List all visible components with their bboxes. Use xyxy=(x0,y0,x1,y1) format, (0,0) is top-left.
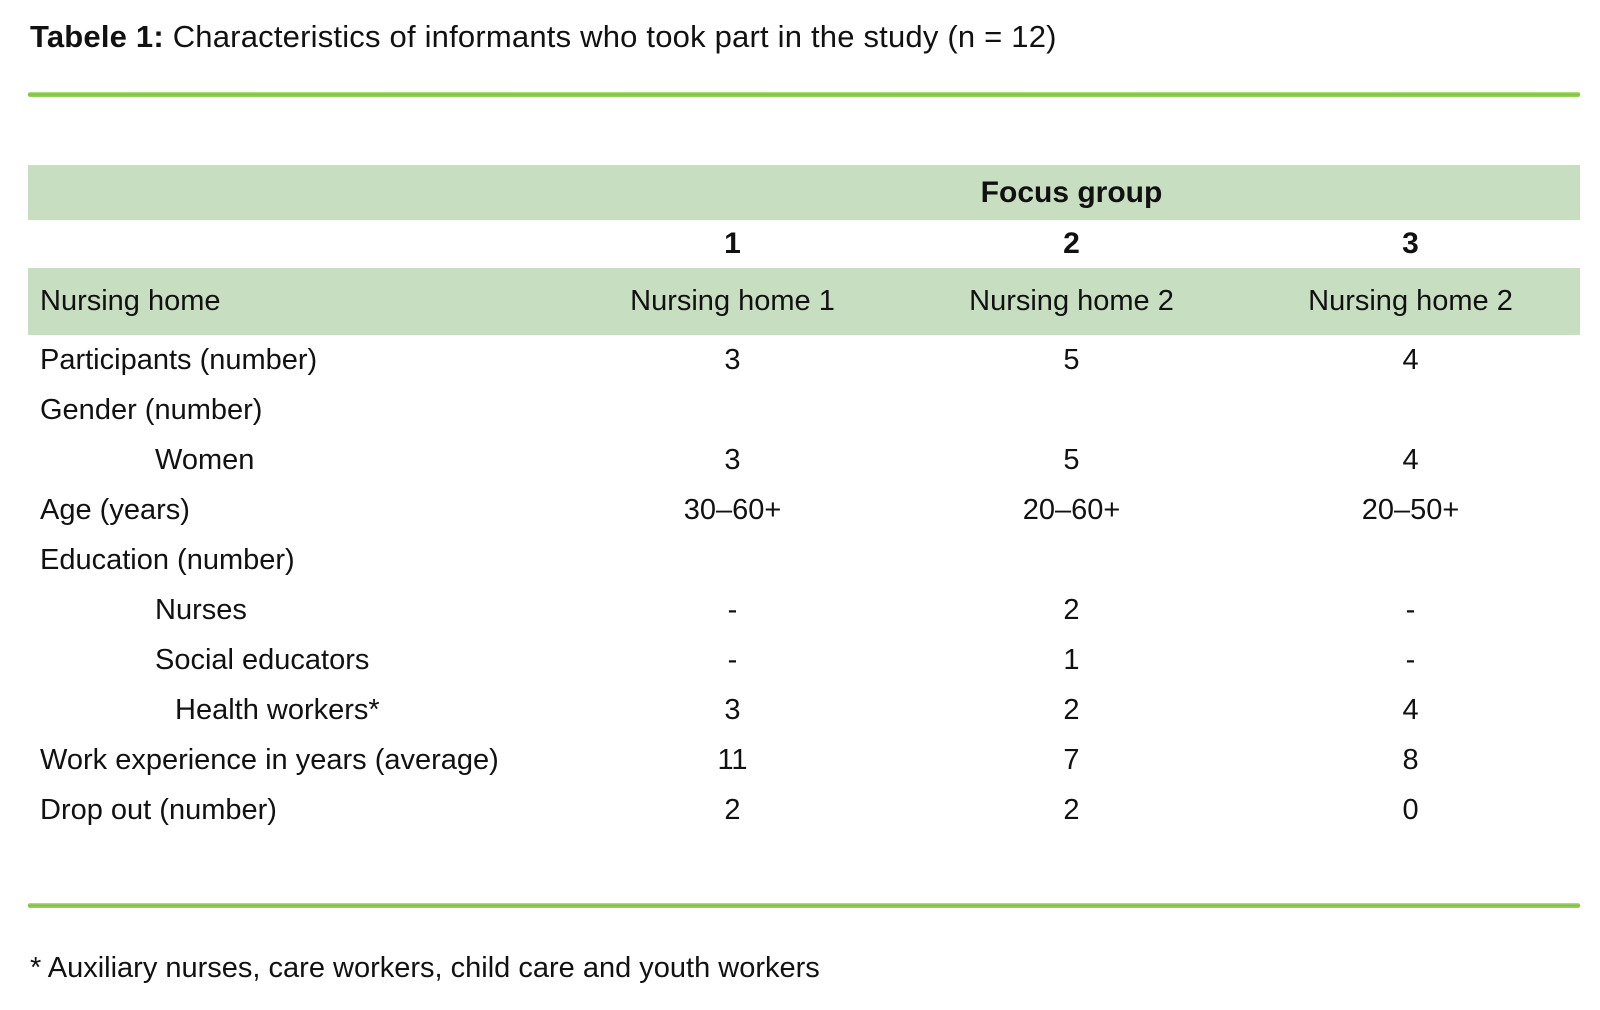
table-row: Work experience in years (average) 11 7 8 xyxy=(28,735,1580,785)
row-value: 4 xyxy=(1402,693,1419,726)
column-number-1: 1 xyxy=(724,227,741,260)
table-row: Education (number) xyxy=(28,535,1580,585)
row-value: 2 xyxy=(724,793,741,826)
focus-group-header-row: Focus group xyxy=(28,165,1581,220)
row-value: 3 xyxy=(724,443,741,476)
row-value xyxy=(563,535,902,585)
row-value xyxy=(902,385,1241,435)
row-value: 7 xyxy=(1063,743,1080,776)
row-value: - xyxy=(727,643,738,676)
row-value: 5 xyxy=(1063,443,1080,476)
row-value xyxy=(1241,535,1580,585)
row-value: 2 xyxy=(1063,593,1080,626)
row-value: 3 xyxy=(724,343,741,376)
row-label: Education (number) xyxy=(40,543,295,576)
table-row: Social educators - 1 - xyxy=(28,635,1580,685)
nursing-home-value-2: Nursing home 2 xyxy=(902,268,1241,335)
row-value xyxy=(1241,385,1580,435)
row-label: Social educators xyxy=(155,643,370,676)
characteristics-table: Focus group 1 2 3 Nursing home Nursing h… xyxy=(28,165,1581,835)
row-value: 0 xyxy=(1402,793,1419,826)
row-value: 30–60+ xyxy=(683,493,782,526)
row-value: 20–50+ xyxy=(1361,493,1460,526)
row-value: 11 xyxy=(717,743,748,776)
row-value: 8 xyxy=(1402,743,1419,776)
table-row: Drop out (number) 2 2 0 xyxy=(28,785,1580,835)
row-label: Drop out (number) xyxy=(40,793,277,826)
row-label: Age (years) xyxy=(40,493,190,526)
table-row: Age (years) 30–60+ 20–60+ 20–50+ xyxy=(28,485,1580,535)
row-value: 5 xyxy=(1063,343,1080,376)
column-numbers-spacer-cell xyxy=(28,220,563,268)
nursing-home-label: Nursing home xyxy=(28,268,563,335)
column-number-2: 2 xyxy=(1063,227,1080,260)
row-value: 4 xyxy=(1402,443,1419,476)
bottom-rule xyxy=(28,903,1580,908)
row-value xyxy=(563,385,902,435)
row-value: 4 xyxy=(1402,343,1419,376)
row-label: Women xyxy=(155,443,255,476)
row-value xyxy=(902,535,1241,585)
row-value: 2 xyxy=(1063,793,1080,826)
footnote: * Auxiliary nurses, care workers, child … xyxy=(30,952,820,984)
focus-group-spacer-cell xyxy=(28,165,563,220)
row-label: Nurses xyxy=(155,593,247,626)
row-label: Gender (number) xyxy=(40,393,263,426)
table-row: Health workers* 3 2 4 xyxy=(28,685,1580,735)
column-numbers-row: 1 2 3 xyxy=(28,220,1580,268)
row-value: - xyxy=(1405,593,1416,626)
table-row: Gender (number) xyxy=(28,385,1580,435)
nursing-home-value-3: Nursing home 2 xyxy=(1241,268,1581,335)
table-caption-label: Tabele 1: xyxy=(30,19,164,54)
table-caption: Tabele 1: Characteristics of informants … xyxy=(30,16,1057,58)
row-label: Participants (number) xyxy=(40,343,318,376)
column-number-3: 3 xyxy=(1402,227,1419,260)
row-value: - xyxy=(1405,643,1416,676)
table-caption-text: Characteristics of informants who took p… xyxy=(163,19,1057,54)
row-value: - xyxy=(727,593,738,626)
row-label: Work experience in years (average) xyxy=(40,743,499,776)
row-label: Health workers* xyxy=(175,693,380,726)
nursing-home-row: Nursing home Nursing home 1 Nursing home… xyxy=(28,268,1581,335)
row-value: 2 xyxy=(1063,693,1080,726)
focus-group-header: Focus group xyxy=(563,165,1581,220)
table-row: Nurses - 2 - xyxy=(28,585,1580,635)
nursing-home-value-1: Nursing home 1 xyxy=(563,268,902,335)
top-rule xyxy=(28,92,1580,97)
row-value: 20–60+ xyxy=(1022,493,1121,526)
row-value: 3 xyxy=(724,693,741,726)
table-row: Participants (number) 3 5 4 xyxy=(28,335,1580,385)
row-value: 1 xyxy=(1063,643,1080,676)
table-row: Women 3 5 4 xyxy=(28,435,1580,485)
